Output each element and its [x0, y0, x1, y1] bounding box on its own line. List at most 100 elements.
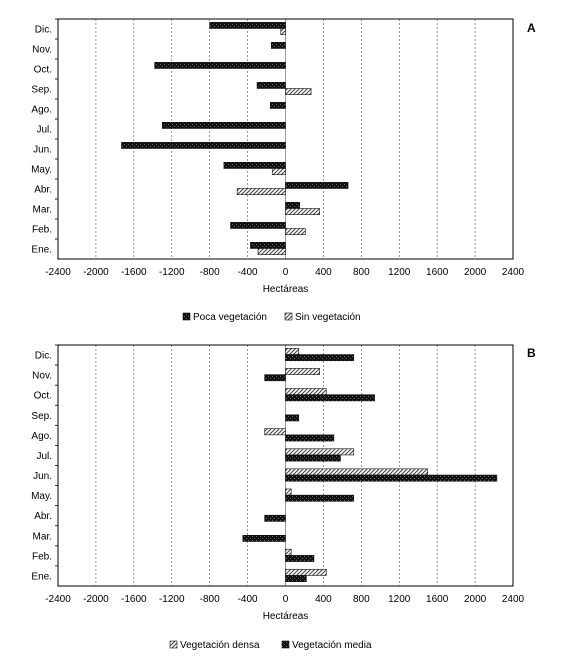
category-label: Dic.	[35, 351, 52, 362]
bar-poca-vegetaci-n	[270, 41, 286, 49]
chart-panel-a: -2400 -2000 -1600 -1200 -800 -400 0 400 800 1200 1…	[31, 18, 536, 323]
bar-vegetaci-n-densa	[285, 468, 428, 476]
x-tick-label: -1600	[121, 594, 147, 605]
x-tick-label: -400	[238, 594, 258, 605]
category-label: Ago.	[31, 105, 52, 116]
x-tick-label: -2400	[45, 267, 71, 278]
bar-sin-vegetaci-n	[271, 168, 286, 175]
legend-swatch	[281, 640, 290, 649]
x-tick-label: 800	[353, 267, 370, 278]
x-tick-label: 1200	[388, 594, 411, 605]
bar-poca-vegetaci-n	[121, 142, 286, 149]
category-label: Dic.	[35, 25, 52, 36]
x-tick-label: -1600	[121, 267, 147, 278]
category-label: May.	[31, 165, 52, 176]
x-tick-label: -2000	[83, 594, 109, 605]
bar-poca-vegetaci-n	[256, 82, 286, 89]
bar-vegetaci-n-media	[285, 474, 498, 482]
bar-vegetaci-n-densa	[285, 348, 300, 355]
bar-vegetaci-n-densa	[264, 428, 286, 436]
bar-sin-vegetaci-n	[257, 248, 286, 255]
x-tick-label: -800	[200, 594, 220, 605]
x-tick-label: 400	[315, 267, 332, 278]
bar-vegetaci-n-media	[242, 534, 286, 542]
x-axis-title: Hectáreas	[263, 611, 309, 622]
category-label: Abr.	[34, 511, 52, 522]
x-tick-label: -800	[200, 267, 220, 278]
x-tick-label: 0	[283, 267, 289, 278]
category-label: Jul.	[36, 125, 52, 136]
bar-poca-vegetaci-n	[209, 21, 286, 29]
bar-vegetaci-n-densa	[285, 488, 292, 496]
bar-vegetaci-n-media	[285, 414, 300, 422]
x-tick-label: 1200	[388, 267, 411, 278]
bar-vegetaci-n-media	[285, 555, 315, 562]
bar-vegetaci-n-media	[285, 434, 335, 442]
bar-vegetaci-n-media	[264, 374, 286, 382]
x-tick-label: -2000	[83, 267, 109, 278]
bar-poca-vegetaci-n	[154, 61, 286, 69]
category-label: Nov.	[32, 45, 52, 56]
chart-panel-b: -2400 -2000 -1600 -1200 -800 -400 0 400 800 1200 1…	[31, 344, 536, 651]
bar-poca-vegetaci-n	[161, 122, 286, 129]
category-label: Jun.	[33, 145, 52, 156]
bar-poca-vegetaci-n	[285, 182, 349, 189]
category-label: Oct.	[34, 65, 52, 76]
category-label: May.	[31, 491, 52, 502]
x-tick-label: 2000	[464, 267, 487, 278]
bar-poca-vegetaci-n	[223, 162, 286, 169]
category-label: Jul.	[36, 451, 52, 462]
x-tick-label: 0	[283, 594, 289, 605]
category-label: Nov.	[32, 371, 52, 382]
category-label: Ene.	[31, 571, 52, 582]
category-label: Oct.	[34, 391, 52, 402]
legend-label: Vegetación media	[292, 640, 372, 651]
bar-poca-vegetaci-n	[230, 222, 286, 229]
x-tick-label: -400	[238, 267, 258, 278]
panel-letter: A	[527, 21, 536, 35]
x-tick-label: -2400	[45, 594, 71, 605]
bar-sin-vegetaci-n	[285, 88, 312, 95]
bar-sin-vegetaci-n	[280, 28, 286, 35]
category-label: Sep.	[31, 411, 52, 422]
bar-vegetaci-n-media	[264, 514, 286, 522]
bar-vegetaci-n-densa	[285, 448, 355, 456]
category-label: Jun.	[33, 471, 52, 482]
x-tick-label: 2400	[502, 267, 525, 278]
x-tick-label: 800	[353, 594, 370, 605]
bar-vegetaci-n-media	[285, 575, 307, 582]
legend-label: Poca vegetación	[193, 312, 267, 323]
x-tick-label: 1600	[426, 594, 449, 605]
x-tick-label: 1600	[426, 267, 449, 278]
category-label: Abr.	[34, 185, 52, 196]
legend-swatch	[284, 312, 293, 321]
bar-vegetaci-n-media	[285, 494, 355, 502]
legend-swatch	[169, 640, 178, 649]
bar-poca-vegetaci-n	[270, 102, 286, 109]
category-label: Sep.	[31, 85, 52, 96]
category-label: Mar.	[33, 531, 52, 542]
bar-sin-vegetaci-n	[285, 228, 306, 235]
legend-label: Sin vegetación	[295, 312, 361, 323]
x-tick-label: 400	[315, 594, 332, 605]
bar-vegetaci-n-media	[285, 354, 355, 362]
category-label: Feb.	[32, 551, 52, 562]
panel-letter: B	[527, 346, 536, 360]
bar-sin-vegetaci-n	[285, 208, 320, 215]
bar-vegetaci-n-media	[285, 454, 341, 462]
x-tick-label: -1200	[159, 594, 185, 605]
x-tick-label: 2400	[502, 594, 525, 605]
bar-vegetaci-n-densa	[285, 548, 292, 556]
bar-poca-vegetaci-n	[285, 202, 301, 209]
bar-vegetaci-n-media	[285, 394, 375, 402]
x-axis-title: Hectáreas	[263, 284, 309, 295]
category-label: Ene.	[31, 245, 52, 256]
category-label: Feb.	[32, 225, 52, 236]
legend-swatch	[182, 312, 191, 321]
x-tick-label: 2000	[464, 594, 487, 605]
x-tick-label: -1200	[159, 267, 185, 278]
category-label: Mar.	[33, 205, 52, 216]
bar-vegetaci-n-densa	[285, 368, 320, 375]
bar-sin-vegetaci-n	[236, 188, 286, 195]
